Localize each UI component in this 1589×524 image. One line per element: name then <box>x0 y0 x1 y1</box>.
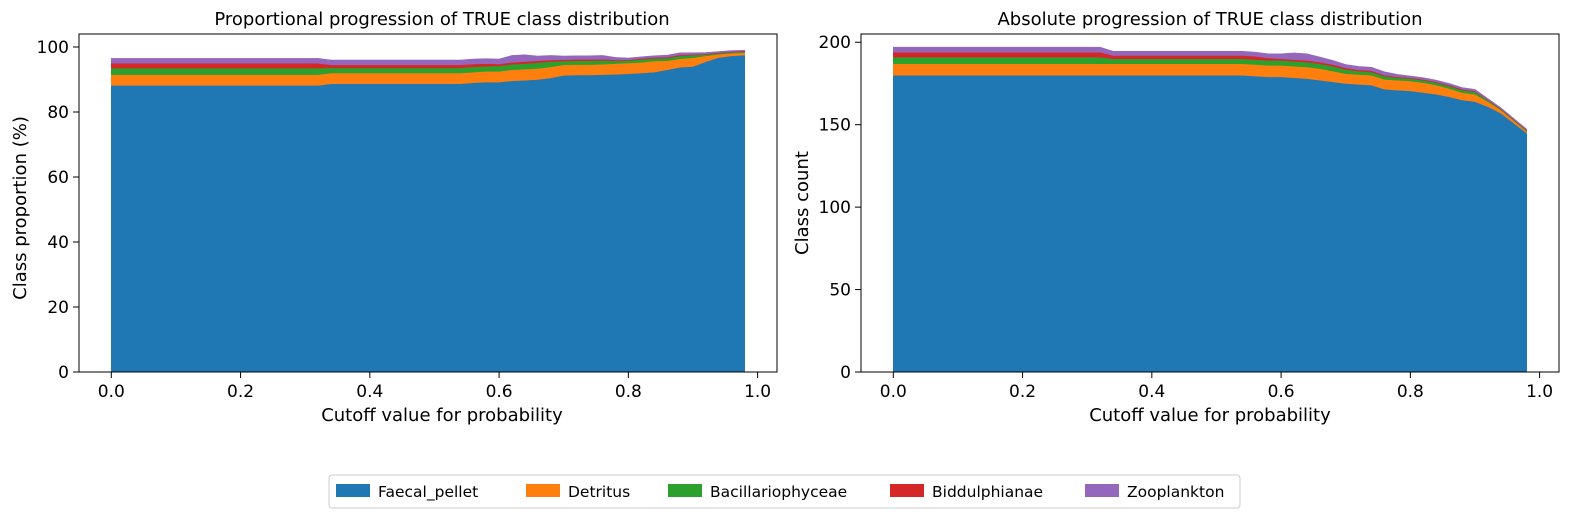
chart-title: Proportional progression of TRUE class d… <box>214 9 669 30</box>
area-zooplankton <box>111 49 745 66</box>
chart-title: Absolute progression of TRUE class distr… <box>997 9 1422 30</box>
legend-swatch <box>526 484 560 497</box>
x-tick-label: 0.0 <box>880 382 907 402</box>
y-tick-label: 100 <box>819 198 851 218</box>
area-faecal-pellet <box>893 74 1527 373</box>
y-tick-label: 100 <box>37 38 69 58</box>
x-tick-label: 0.6 <box>486 382 513 402</box>
y-axis-label: Class proportion (%) <box>10 116 31 300</box>
legend-label: Bacillariophyceae <box>710 483 847 501</box>
y-tick-label: 0 <box>840 363 851 383</box>
legend-swatch <box>668 484 702 497</box>
y-tick-label: 200 <box>819 33 851 53</box>
x-tick-label: 0.2 <box>1009 382 1036 402</box>
y-tick-label: 80 <box>47 103 69 123</box>
x-tick-label: 0.4 <box>356 382 383 402</box>
absolute-chart: Absolute progression of TRUE class distr… <box>792 9 1560 426</box>
legend-swatch <box>336 484 370 497</box>
legend-frame <box>328 474 1241 509</box>
area-zooplankton <box>893 46 1527 131</box>
plot-area: 0.0 0.2 0.4 0.6 0.8 1.0 0 20 40 60 80 100 <box>37 33 778 402</box>
y-axis-label: Class count <box>792 151 813 255</box>
legend-label: Detritus <box>568 483 630 501</box>
x-axis-label: Cutoff value for probability <box>1089 405 1331 426</box>
y-tick-label: 0 <box>58 363 69 383</box>
y-tick-label: 20 <box>47 298 69 318</box>
legend-label: Biddulphianae <box>932 483 1043 501</box>
y-tick-label: 150 <box>819 116 851 136</box>
x-tick-label: 1.0 <box>1526 382 1553 402</box>
y-tick-label: 50 <box>829 281 851 301</box>
x-tick-label: 0.0 <box>98 382 125 402</box>
x-tick-label: 0.8 <box>615 382 642 402</box>
axes-frame <box>860 33 1560 373</box>
legend-label: Zooplankton <box>1127 483 1224 501</box>
x-tick-label: 0.8 <box>1397 382 1424 402</box>
x-tick-label: 1.0 <box>744 382 771 402</box>
legend-swatch <box>890 484 924 497</box>
legend-label: Faecal_pellet <box>378 483 478 502</box>
axes-frame <box>78 33 778 373</box>
proportional-chart: Proportional progression of TRUE class d… <box>10 9 778 426</box>
x-axis-label: Cutoff value for probability <box>321 405 563 426</box>
x-tick-label: 0.2 <box>227 382 254 402</box>
legend-swatch <box>1085 484 1119 497</box>
y-tick-label: 40 <box>47 233 69 253</box>
x-tick-label: 0.4 <box>1138 382 1165 402</box>
area-faecal-pellet <box>111 54 745 373</box>
y-tick-label: 60 <box>47 168 69 188</box>
plot-area: 0.0 0.2 0.4 0.6 0.8 1.0 0 50 100 150 200 <box>819 33 1560 402</box>
legend: Faecal_pellet Detritus Bacillariophyceae Bi… <box>328 474 1241 509</box>
x-tick-label: 0.6 <box>1268 382 1295 402</box>
